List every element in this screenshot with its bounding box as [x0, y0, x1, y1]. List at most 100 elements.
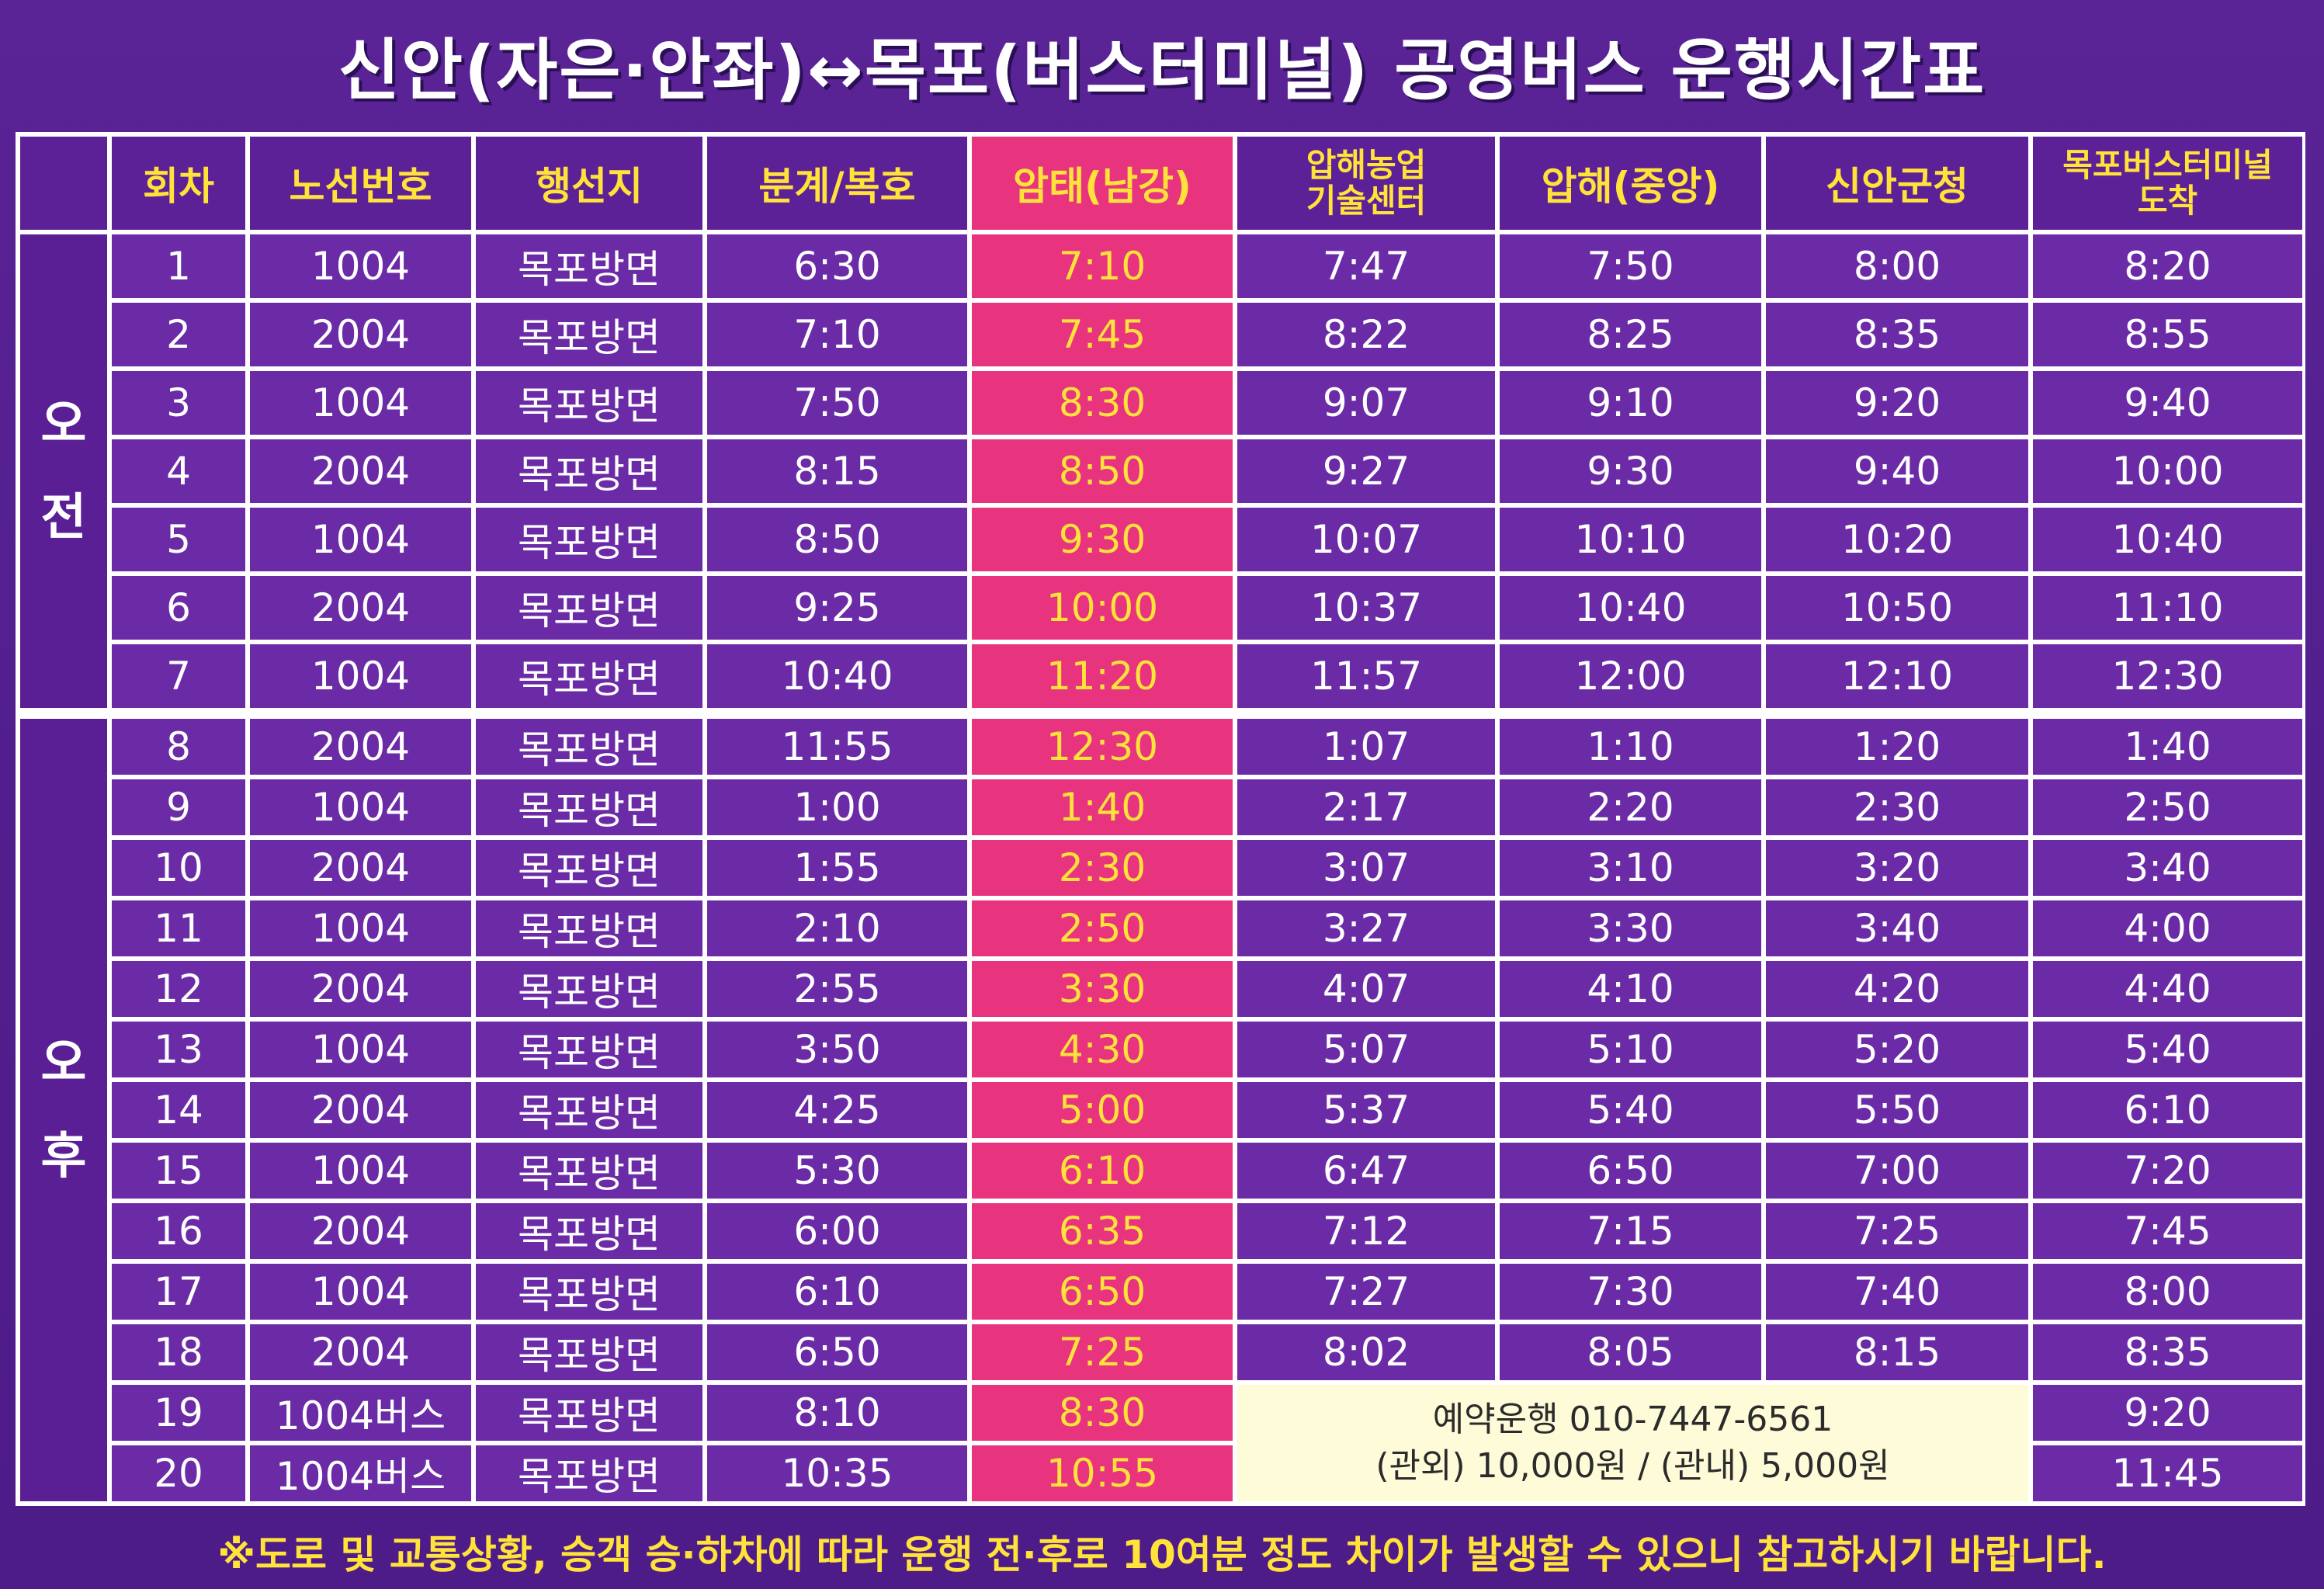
bungye-time: 8:15: [707, 439, 967, 503]
header-row: 회차 노선번호 행선지 분계/복호 암태(남강) 압해농업 기술센터 압해(중앙)…: [20, 137, 2302, 230]
sinan-office-time: 5:50: [1766, 1082, 2028, 1138]
mokpo-arrive-time: 7:45: [2033, 1203, 2302, 1259]
sinan-office-time: 7:25: [1766, 1203, 2028, 1259]
dest-cell: 목포방면: [476, 961, 702, 1017]
run-cell: 3: [112, 371, 245, 435]
amtae-time: 1:40: [972, 779, 1233, 835]
route-cell: 2004: [250, 439, 471, 503]
amtae-time: 9:30: [972, 508, 1233, 571]
bungye-time: 2:55: [707, 961, 967, 1017]
aphae-center-time: 7:50: [1500, 234, 1761, 298]
run-cell: 6: [112, 576, 245, 640]
mokpo-arrive-time: 1:40: [2033, 719, 2302, 775]
mokpo-arrive-time: 2:50: [2033, 779, 2302, 835]
bungye-time: 10:35: [707, 1445, 967, 1501]
table-row: 20 1004버스 목포방면 10:35 10:55 11:45: [20, 1445, 2302, 1501]
bungye-time: 5:30: [707, 1143, 967, 1199]
amtae-time: 6:35: [972, 1203, 1233, 1259]
table-row: 2 2004 목포방면 7:10 7:45 8:22 8:25 8:35 8:55: [20, 303, 2302, 366]
route-cell: 1004: [250, 1264, 471, 1320]
route-cell: 1004버스: [250, 1385, 471, 1441]
dest-cell: 목포방면: [476, 234, 702, 298]
header-bungye: 분계/복호: [707, 137, 967, 230]
header-aphae-farm-line1: 압해농업: [1306, 146, 1427, 184]
header-amtae: 암태(남강): [972, 137, 1233, 230]
sinan-office-time: 9:20: [1766, 371, 2028, 435]
dest-cell: 목포방면: [476, 439, 702, 503]
aphae-farm-time: 7:47: [1237, 234, 1495, 298]
header-mokpo-arrive-line2: 도착: [2137, 182, 2198, 220]
sinan-office-time: 12:10: [1766, 644, 2028, 708]
dest-cell: 목포방면: [476, 1445, 702, 1501]
sinan-office-time: 9:40: [1766, 439, 2028, 503]
route-cell: 2004: [250, 1082, 471, 1138]
bungye-time: 11:55: [707, 719, 967, 775]
route-cell: 1004: [250, 1022, 471, 1077]
table-row: 4 2004 목포방면 8:15 8:50 9:27 9:30 9:40 10:00: [20, 439, 2302, 503]
sinan-office-time: 10:50: [1766, 576, 2028, 640]
aphae-farm-time: 10:07: [1237, 508, 1495, 571]
mokpo-arrive-time: 4:00: [2033, 900, 2302, 956]
sinan-office-time: 2:30: [1766, 779, 2028, 835]
amtae-time: 8:50: [972, 439, 1233, 503]
aphae-center-time: 2:20: [1500, 779, 1761, 835]
run-cell: 12: [112, 961, 245, 1017]
sinan-office-time: 1:20: [1766, 719, 2028, 775]
footer-notice: ※도로 및 교통상황, 승객 승·하차에 따라 운행 전·후로 10여분 정도 …: [217, 1532, 2107, 1577]
amtae-time: 12:30: [972, 719, 1233, 775]
dest-cell: 목포방면: [476, 1022, 702, 1077]
dest-cell: 목포방면: [476, 1143, 702, 1199]
aphae-center-time: 7:30: [1500, 1264, 1761, 1320]
route-cell: 2004: [250, 719, 471, 775]
aphae-center-time: 3:30: [1500, 900, 1761, 956]
pm-timetable: 오 후 8 2004 목포방면 11:55 12:30 1:07 1:10 1:20 1:40 9 10…: [16, 714, 2307, 1506]
amtae-time: 11:20: [972, 644, 1233, 708]
corner-cell: [20, 137, 107, 230]
bungye-time: 6:10: [707, 1264, 967, 1320]
bungye-time: 8:50: [707, 508, 967, 571]
aphae-farm-time: 11:57: [1237, 644, 1495, 708]
amtae-time: 2:50: [972, 900, 1233, 956]
dest-cell: 목포방면: [476, 508, 702, 571]
route-cell: 2004: [250, 840, 471, 896]
sinan-office-time: 10:20: [1766, 508, 2028, 571]
run-cell: 1: [112, 234, 245, 298]
bungye-time: 6:50: [707, 1324, 967, 1380]
run-cell: 18: [112, 1324, 245, 1380]
dest-cell: 목포방면: [476, 1203, 702, 1259]
mokpo-arrive-time: 5:40: [2033, 1022, 2302, 1077]
aphae-farm-time: 9:27: [1237, 439, 1495, 503]
aphae-center-time: 8:25: [1500, 303, 1761, 366]
aphae-farm-time: 7:27: [1237, 1264, 1495, 1320]
run-cell: 7: [112, 644, 245, 708]
aphae-center-time: 8:05: [1500, 1324, 1761, 1380]
amtae-time: 6:10: [972, 1143, 1233, 1199]
route-cell: 2004: [250, 303, 471, 366]
sinan-office-time: 3:20: [1766, 840, 2028, 896]
mokpo-arrive-time: 9:20: [2033, 1385, 2302, 1441]
sinan-office-time: 7:00: [1766, 1143, 2028, 1199]
reservation-phone: 예약운행 010-7447-6561: [1432, 1400, 1833, 1439]
run-cell: 8: [112, 719, 245, 775]
table-row: 19 1004버스 목포방면 8:10 8:30 예약운행 010-7447-6561 (관…: [20, 1385, 2302, 1501]
table-row: 15 1004 목포방면 5:30 6:10 6:47 6:50 7:00 7:20: [20, 1143, 2302, 1199]
header-sinan-office: 신안군청: [1766, 137, 2028, 230]
route-cell: 1004: [250, 371, 471, 435]
header-run: 회차: [112, 137, 245, 230]
sinan-office-time: 8:00: [1766, 234, 2028, 298]
aphae-center-time: 10:40: [1500, 576, 1761, 640]
mokpo-arrive-time: 4:40: [2033, 961, 2302, 1017]
sinan-office-time: 7:40: [1766, 1264, 2028, 1320]
run-cell: 4: [112, 439, 245, 503]
route-cell: 1004버스: [250, 1445, 471, 1501]
amtae-time: 7:25: [972, 1324, 1233, 1380]
run-cell: 15: [112, 1143, 245, 1199]
dest-cell: 목포방면: [476, 1324, 702, 1380]
aphae-farm-time: 4:07: [1237, 961, 1495, 1017]
aphae-farm-time: 3:07: [1237, 840, 1495, 896]
mokpo-arrive-time: 10:00: [2033, 439, 2302, 503]
route-cell: 2004: [250, 961, 471, 1017]
section-pm-char: 후: [40, 1128, 87, 1185]
page-title: 신안(자은·안좌)↔목포(버스터미널) 공영버스 운행시간표: [338, 32, 1986, 109]
